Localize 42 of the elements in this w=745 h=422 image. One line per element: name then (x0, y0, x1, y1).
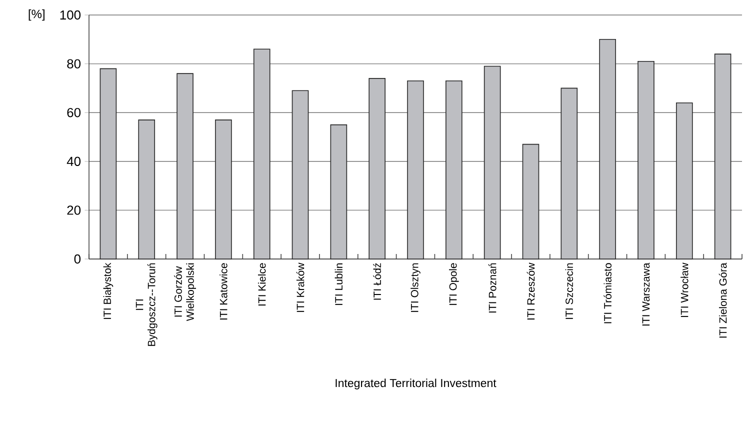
x-tick-label: ITI Kielce (258, 263, 266, 306)
bar (292, 90, 309, 260)
x-tick-label: ITI Szczecin (565, 263, 574, 319)
bar (368, 78, 386, 260)
x-tick-label: ITI Lublin (334, 263, 343, 305)
bar (522, 144, 540, 260)
x-tick-label: ITI Olsztyn (410, 263, 420, 312)
x-tick-label: ITI Zielona Góra (718, 262, 727, 338)
bar (484, 66, 501, 260)
y-tick-label: 20 (67, 206, 81, 215)
x-tick-label: ITI Trómiasto (604, 263, 612, 324)
y-tick-label: 80 (67, 59, 81, 68)
x-tick-label: ITI Gorzów Wielkopolski (174, 263, 196, 322)
x-tick-label: ITI Rzeszów (526, 262, 535, 320)
y-tick-label: 60 (67, 108, 81, 118)
bar (599, 39, 616, 260)
x-tick-label: ITI Bydgoszcz--Toruń (136, 263, 158, 346)
bar (560, 88, 578, 260)
x-axis-title: Integrated Territorial Investment (336, 378, 496, 390)
x-tick-label: ITI Opole (449, 263, 459, 305)
bar (176, 73, 194, 260)
bar (446, 80, 462, 260)
bar (253, 48, 270, 260)
bar (100, 68, 117, 260)
y-axis-title: [%] (28, 9, 44, 21)
x-tick-label: ITI Warszawa (642, 262, 650, 326)
y-tick-label: 40 (66, 156, 81, 166)
bar (714, 54, 732, 260)
x-tick-label: ITI Katowice (220, 263, 228, 320)
bar (138, 120, 156, 260)
bar (676, 102, 693, 260)
bar (638, 60, 654, 260)
bar (330, 124, 348, 260)
y-tick-label: 0 (74, 254, 81, 264)
x-tick-label: ITI Łódź (373, 263, 382, 300)
bar (407, 80, 424, 260)
x-tick-label: ITI Białystok (103, 262, 114, 319)
y-tick-label: 100 (60, 10, 81, 20)
x-tick-label: ITI Kraków (296, 262, 304, 312)
x-tick-label: ITI Wrocław (680, 262, 688, 317)
bar (215, 120, 232, 260)
x-tick-label: ITI Poznań (488, 263, 496, 313)
